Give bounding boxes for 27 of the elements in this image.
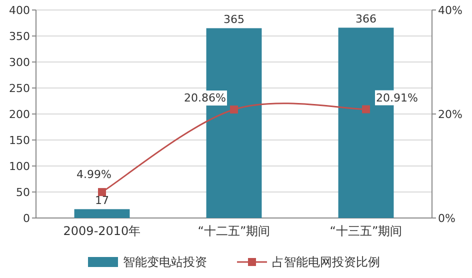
point	[362, 105, 370, 114]
x-tick-label: 2009-2010年	[63, 224, 141, 238]
point	[98, 188, 106, 196]
data-label: 4.99%	[76, 168, 112, 182]
y-tick-label: 50	[16, 186, 30, 199]
data-label: 20.86%	[184, 92, 226, 105]
legend-label: 占智能电网投资比例	[272, 255, 380, 269]
legend-label: 智能变电站投资	[123, 255, 207, 269]
y2-tick-label: 0%	[438, 212, 456, 225]
data-label: 17	[95, 194, 109, 208]
y-tick-label: 300	[9, 56, 30, 69]
y-tick-label: 200	[9, 108, 30, 121]
y-tick-label: 100	[9, 160, 30, 173]
x-tick-label: “十三五”期间	[330, 224, 402, 238]
y-tick-label: 350	[9, 30, 30, 43]
y2-tick-label: 40%	[438, 4, 462, 17]
y-tick-label: 250	[9, 82, 30, 95]
data-label: 366	[356, 12, 376, 26]
y-tick-label: 0	[23, 212, 30, 225]
point	[230, 106, 238, 114]
y2-tick-label: 20%	[438, 108, 462, 121]
y-tick-label: 400	[9, 4, 30, 17]
bar	[74, 209, 130, 218]
x-tick-label: “十二五”期间	[198, 224, 270, 238]
data-label: 365	[224, 13, 244, 26]
data-label: 20.91%	[376, 91, 418, 104]
y-tick-label: 150	[9, 134, 30, 147]
